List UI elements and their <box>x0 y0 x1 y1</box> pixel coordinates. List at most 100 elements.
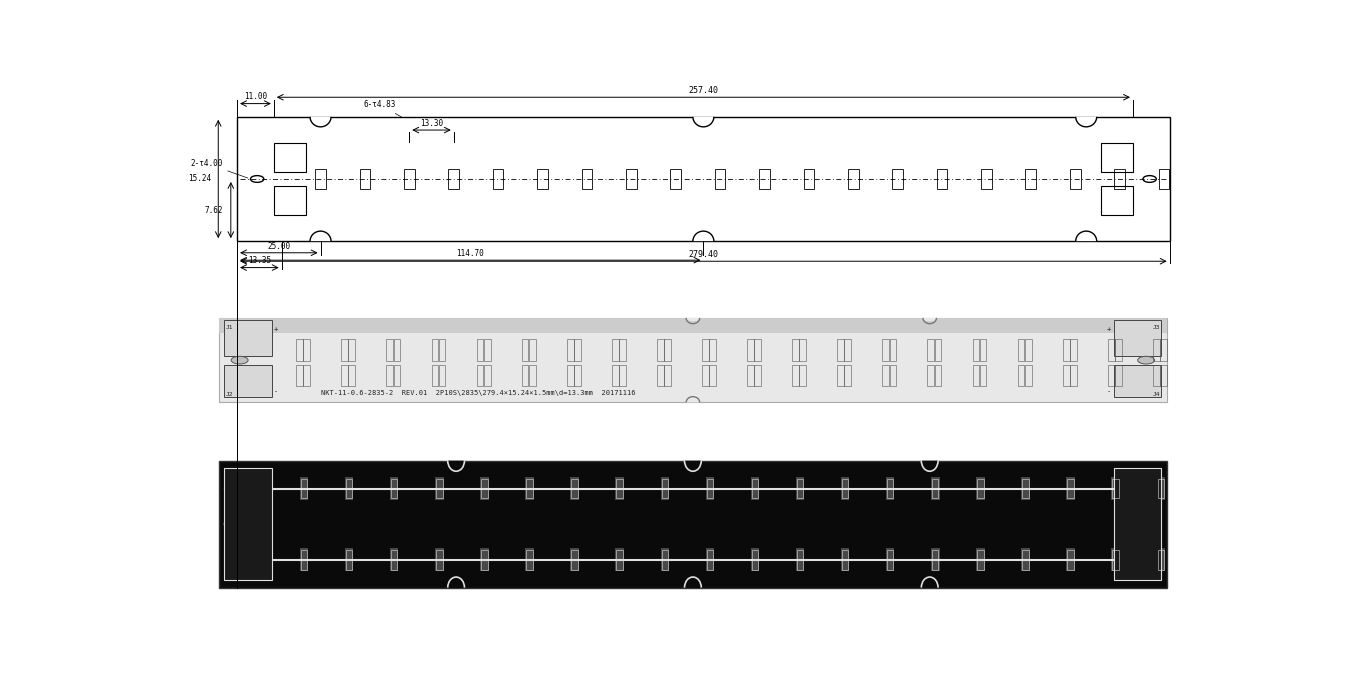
Bar <box>750 548 760 571</box>
Bar <box>612 365 619 386</box>
Bar <box>1069 365 1076 386</box>
Text: +: + <box>274 326 279 333</box>
Bar <box>449 169 460 189</box>
Bar <box>522 365 529 386</box>
Bar <box>1063 339 1069 361</box>
Bar <box>1114 469 1161 580</box>
Wedge shape <box>1076 117 1096 122</box>
Wedge shape <box>687 399 699 403</box>
Bar <box>707 479 713 499</box>
Bar <box>1102 186 1133 215</box>
Bar <box>571 477 579 500</box>
Bar <box>1063 365 1069 386</box>
Bar <box>1069 169 1080 189</box>
Bar <box>976 548 984 571</box>
Bar <box>431 365 438 386</box>
Bar <box>892 169 903 189</box>
Bar <box>341 365 347 386</box>
Bar <box>1114 365 1161 397</box>
Bar <box>792 365 799 386</box>
Text: NKT-11-0.6-2835-2  REV.01  2P10S\2835\279.4×15.24×1.5mm\d=13.3mm  20171116: NKT-11-0.6-2835-2 REV.01 2P10S\2835\279.… <box>320 390 635 396</box>
Bar <box>566 365 573 386</box>
Bar <box>803 169 814 189</box>
Bar <box>890 365 896 386</box>
Bar <box>887 550 894 570</box>
Bar <box>702 365 708 386</box>
Bar <box>300 548 308 571</box>
Bar <box>710 365 717 386</box>
Bar <box>758 169 769 189</box>
Bar <box>752 550 758 570</box>
Bar <box>883 365 890 386</box>
Bar <box>982 169 992 189</box>
Text: 13.35: 13.35 <box>247 256 270 265</box>
Bar <box>477 339 484 361</box>
Bar <box>706 548 714 571</box>
Bar <box>842 479 848 499</box>
Bar <box>1067 479 1073 499</box>
Bar <box>657 365 664 386</box>
Bar <box>219 461 1167 587</box>
Bar <box>526 550 533 570</box>
Ellipse shape <box>224 518 254 530</box>
Wedge shape <box>310 236 331 241</box>
Wedge shape <box>684 583 702 587</box>
Bar <box>661 550 668 570</box>
Bar <box>664 365 671 386</box>
Bar <box>219 318 1167 333</box>
Bar <box>438 365 445 386</box>
Wedge shape <box>448 461 464 465</box>
Bar <box>537 169 548 189</box>
Bar <box>837 365 844 386</box>
Bar <box>796 550 803 570</box>
Bar <box>752 479 758 499</box>
Text: 114.70: 114.70 <box>457 249 484 258</box>
Bar <box>1107 365 1114 386</box>
Bar <box>1067 477 1075 500</box>
Bar <box>1025 365 1032 386</box>
Text: 257.40: 257.40 <box>688 86 718 95</box>
Bar <box>977 550 983 570</box>
Wedge shape <box>687 318 699 322</box>
Bar <box>1113 479 1119 499</box>
Bar <box>932 479 938 499</box>
Bar <box>345 477 353 500</box>
Bar <box>219 318 1167 403</box>
Bar <box>393 339 400 361</box>
Bar <box>1022 550 1029 570</box>
Bar <box>346 479 353 499</box>
Wedge shape <box>684 461 702 465</box>
Bar <box>480 548 488 571</box>
Bar <box>977 479 983 499</box>
Bar <box>715 169 726 189</box>
Bar <box>707 550 713 570</box>
Bar <box>1025 339 1032 361</box>
Wedge shape <box>922 583 938 587</box>
Bar <box>566 339 573 361</box>
Bar <box>529 339 535 361</box>
Text: 279.40: 279.40 <box>688 250 718 259</box>
Bar <box>661 548 669 571</box>
Bar <box>626 169 637 189</box>
Bar <box>522 339 529 361</box>
Bar <box>1025 169 1036 189</box>
Bar <box>617 550 623 570</box>
Bar <box>296 339 303 361</box>
Bar <box>484 339 491 361</box>
Bar <box>480 477 488 500</box>
Bar <box>1153 365 1160 386</box>
Text: 2-τ4.00: 2-τ4.00 <box>189 159 247 178</box>
Bar <box>1021 477 1030 500</box>
Text: J2: J2 <box>226 392 233 397</box>
Bar <box>976 477 984 500</box>
Bar <box>842 550 848 570</box>
Bar <box>883 339 890 361</box>
Bar <box>573 339 581 361</box>
Bar <box>1102 143 1133 172</box>
Bar <box>345 548 353 571</box>
Bar <box>477 365 484 386</box>
Bar <box>796 548 804 571</box>
Bar <box>1113 550 1119 570</box>
Bar <box>1022 479 1029 499</box>
Bar <box>349 365 356 386</box>
